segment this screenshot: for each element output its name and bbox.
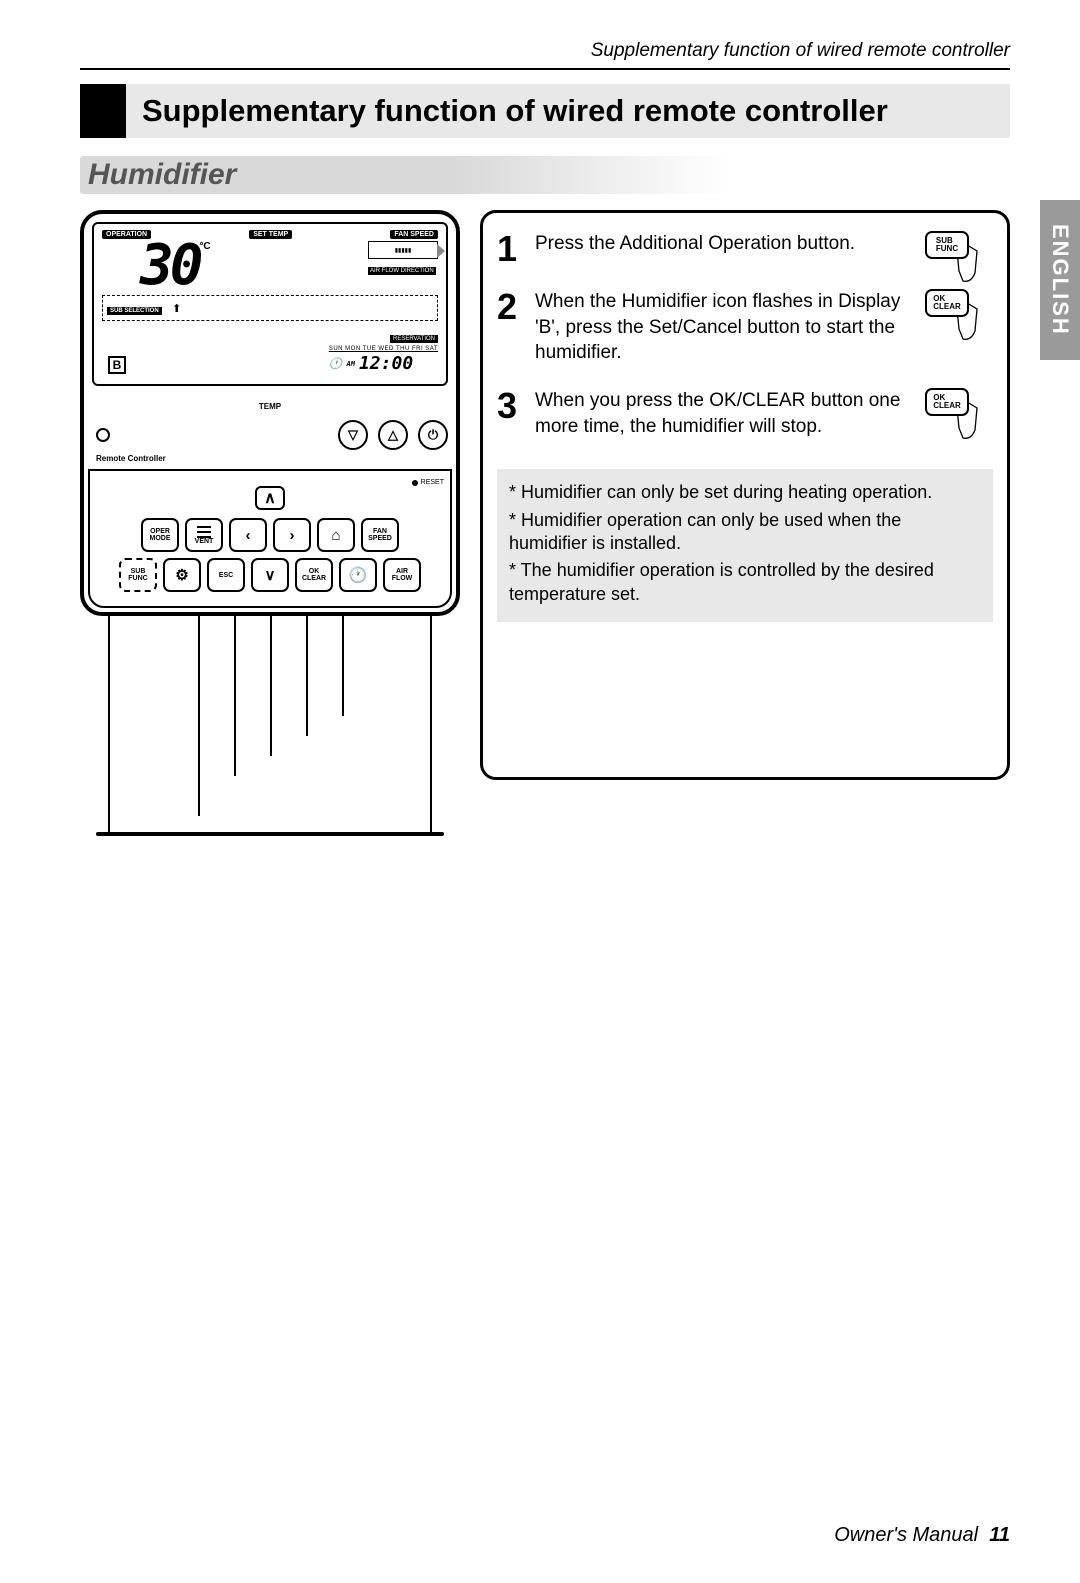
step-text: When the Humidifier icon flashes in Disp… — [535, 289, 915, 366]
title-text: Supplementary function of wired remote c… — [126, 93, 888, 129]
title-banner: Supplementary function of wired remote c… — [80, 84, 1010, 138]
vent-button[interactable]: VENT — [185, 518, 223, 552]
reservation-label: RESERVATION — [390, 335, 438, 343]
ok-clear-mini-icon: OK CLEAR — [925, 388, 969, 416]
subsection-heading: Humidifier — [80, 156, 1010, 194]
sub-func-button[interactable]: SUB FUNC — [119, 558, 157, 592]
air-flow-button[interactable]: AIR FLOW — [383, 558, 421, 592]
ok-clear-mini-icon: OK CLEAR — [925, 289, 969, 317]
title-ornament — [80, 84, 126, 138]
step-3: 3 When you press the OK/CLEAR button one… — [497, 388, 993, 439]
clock-time: 12:00 — [359, 353, 413, 374]
diagram-stand — [108, 616, 432, 836]
step-2: 2 When the Humidifier icon flashes in Di… — [497, 289, 993, 366]
timer-button[interactable]: 🕐 — [339, 558, 377, 592]
note-line: * Humidifier operation can only be used … — [509, 509, 981, 556]
reset-label: RESET — [421, 479, 444, 486]
home-button[interactable]: ⌂ — [317, 518, 355, 552]
step-text: When you press the OK/CLEAR button one m… — [535, 388, 915, 439]
remote-body: OPERATION SET TEMP FAN SPEED 30 °C ▮▮▮▮▮… — [80, 210, 460, 616]
temp-down-button[interactable]: ▽ — [338, 420, 368, 450]
sub-selection-row: SUB SELECTION ⬆ — [102, 295, 438, 321]
step-number: 1 — [497, 231, 525, 267]
step-icon: OK CLEAR — [925, 388, 993, 416]
display-b-marker: B — [108, 356, 126, 374]
power-button[interactable]: ⏻ — [418, 420, 448, 450]
note-line: * The humidifier operation is controlled… — [509, 559, 981, 606]
settemp-label: SET TEMP — [249, 230, 292, 239]
display-area: OPERATION SET TEMP FAN SPEED 30 °C ▮▮▮▮▮… — [92, 222, 448, 386]
esc-button[interactable]: ESC — [207, 558, 245, 592]
clock-icon: 🕐 — [329, 357, 343, 370]
left-button[interactable]: ‹ — [229, 518, 267, 552]
settings-button[interactable]: ⚙ — [163, 558, 201, 592]
step-text: Press the Additional Operation button. — [535, 231, 915, 257]
down-button[interactable]: ∨ — [251, 558, 289, 592]
remote-diagram: OPERATION SET TEMP FAN SPEED 30 °C ▮▮▮▮▮… — [80, 210, 460, 836]
panel-up-button[interactable]: ∧ — [255, 486, 285, 510]
reset-dot-icon — [412, 480, 418, 486]
ampm-label: AM — [347, 360, 355, 368]
footer-label: Owner's Manual — [834, 1524, 978, 1546]
step-number: 3 — [497, 388, 525, 424]
footer-page-number: 11 — [989, 1524, 1010, 1546]
instructions-panel: 1 Press the Additional Operation button.… — [480, 210, 1010, 780]
page-header: Supplementary function of wired remote c… — [80, 40, 1010, 70]
step-icon: OK CLEAR — [925, 289, 993, 317]
fan-indicator: ▮▮▮▮▮ — [368, 241, 438, 259]
lower-panel: RESET ∧ OPER MODE VENT ‹ › ⌂ FAN SPEED S… — [88, 469, 452, 608]
language-tab: ENGLISH — [1040, 200, 1080, 360]
notes-box: * Humidifier can only be set during heat… — [497, 469, 993, 622]
sub-func-mini-icon: SUB FUNC — [925, 231, 969, 259]
sensor-indicator — [96, 428, 110, 442]
clock-display: 🕐 AM 12:00 — [329, 353, 438, 374]
remote-controller-label: Remote Controller — [96, 454, 448, 463]
right-button[interactable]: › — [273, 518, 311, 552]
sub-selection-label: SUB SELECTION — [107, 307, 162, 315]
fan-speed-button[interactable]: FAN SPEED — [361, 518, 399, 552]
temperature-unit: °C — [199, 241, 210, 252]
ok-clear-button[interactable]: OK CLEAR — [295, 558, 333, 592]
step-1: 1 Press the Additional Operation button.… — [497, 231, 993, 267]
oper-mode-button[interactable]: OPER MODE — [141, 518, 179, 552]
step-number: 2 — [497, 289, 525, 325]
days-row: SUN MON TUE WED THU FRI SAT — [329, 346, 438, 352]
temperature-value: 30 — [140, 241, 199, 291]
temp-up-button[interactable]: △ — [378, 420, 408, 450]
fanspeed-label: FAN SPEED — [390, 230, 438, 239]
step-icon: SUB FUNC — [925, 231, 993, 259]
temp-label: TEMP — [259, 402, 281, 411]
page-footer: Owner's Manual 11 — [834, 1524, 1010, 1547]
airflow-direction-label: AIR FLOW DIRECTION — [368, 267, 436, 275]
note-line: * Humidifier can only be set during heat… — [509, 481, 981, 504]
